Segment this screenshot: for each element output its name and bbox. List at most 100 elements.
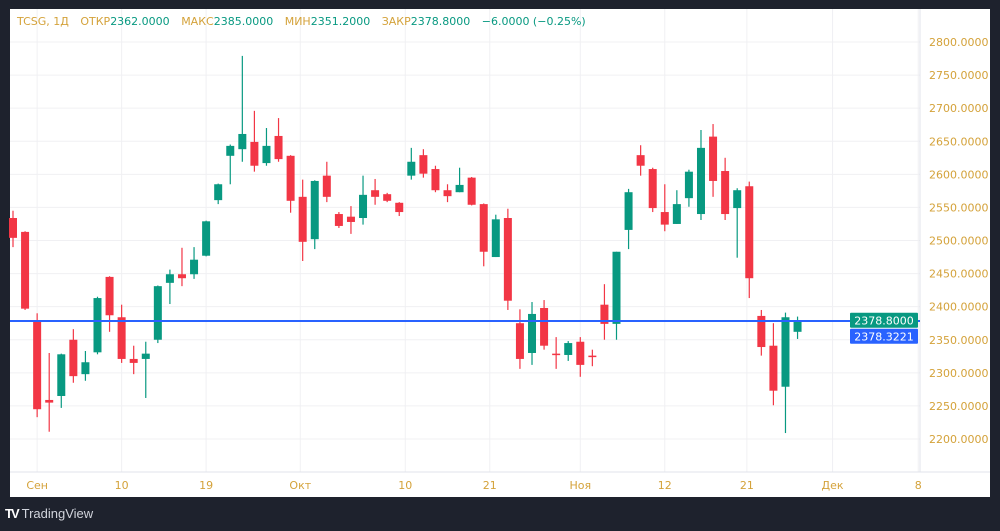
price-axis[interactable]: 2200.0000 2250.0000 2300.0000 2350.0000 2400… [929,36,989,446]
candle-body [684,171,693,199]
price-tick-label: 2200.0000 [929,433,989,446]
candle-down [45,352,54,432]
legend-open-label: ОТКР [80,15,111,28]
candle-body [515,323,524,359]
time-tick-label: Сен [26,479,48,492]
candle-down [395,202,404,217]
candle-body [745,186,754,279]
tradingview-brand[interactable]: TV TradingView [5,506,93,521]
candle-body [383,194,392,201]
candle-body [612,251,621,324]
candle-body [93,298,102,353]
candle-down [636,145,645,176]
price-tick-label: 2550.0000 [929,201,989,214]
candle-body [33,321,42,410]
price-tick-label: 2750.0000 [929,69,989,82]
price-tick-label: 2500.0000 [929,235,989,248]
candle-body [648,169,657,209]
candle-body [552,353,561,356]
candle-up [141,341,150,398]
legend-open: 2362.0000 [110,15,170,28]
candle-body [334,214,343,226]
candle-body [757,315,766,348]
candle-up [226,144,235,185]
candle-body [672,204,681,224]
price-tick-label: 2600.0000 [929,168,989,181]
candle-body [491,219,500,258]
price-tick-label: 2650.0000 [929,135,989,148]
candle-body [310,180,319,240]
candle-down [660,184,669,232]
candle-down [515,309,524,369]
time-tick-label: 21 [483,479,497,492]
candle-body [709,136,718,181]
candle-down [540,300,549,350]
time-tick-label: 10 [115,479,129,492]
candle-down [467,176,476,206]
last-price-label: 2378.8000 [854,315,914,328]
candle-body [467,177,476,205]
candle-body [443,190,452,197]
candle-body [129,358,138,363]
time-tick-label: 19 [199,479,213,492]
candle-up [733,188,742,258]
time-tick-label: Дек [822,479,844,492]
candle-down [105,276,114,332]
candle-down [250,110,259,172]
candle-body [81,362,90,375]
legend-close: 2378.8000 [410,15,471,28]
candle-body [346,216,355,222]
candle-body [479,204,488,252]
candle-body [624,192,633,230]
candle-down [274,118,283,162]
candle-down [383,192,392,203]
candle-down [552,337,561,369]
candle-up [528,302,537,365]
time-axis[interactable]: Сен 10 19 Окт 10 21 Ноя 12 21 Дек 8 [26,479,921,492]
candle-down [117,304,126,363]
last-price-badge [850,312,918,328]
time-tick-label: 12 [658,479,672,492]
candle-body [69,339,78,377]
legend-close-label: ЗАКР [381,15,411,28]
candle-body [238,133,247,150]
tradingview-logo-icon: TV [5,506,20,521]
candle-body [721,171,730,215]
candle-down [33,313,42,418]
candle-body [696,147,705,215]
candle-up [612,251,621,340]
candle-down [588,349,597,367]
candle-up [214,183,223,205]
candle-up [781,312,790,434]
candle-body [202,221,211,256]
price-tick-label: 2300.0000 [929,367,989,380]
legend-high-label: МАКС [181,15,214,28]
candle-body [262,145,271,164]
candle-down [334,212,343,228]
candle-down [443,184,452,203]
overlays: 2378.8000 2378.3221 [10,312,920,344]
candle-down [479,203,488,267]
candle-body [57,354,66,396]
candle-up [672,190,681,224]
time-tick-label: 21 [740,479,754,492]
price-tick-label: 2450.0000 [929,268,989,281]
candle-down [600,284,609,340]
legend-symbol[interactable]: TCSG, 1Д [17,15,69,28]
candle-body [274,135,283,160]
price-tick-label: 2700.0000 [929,102,989,115]
candle-down [371,178,380,205]
price-tick-label: 2250.0000 [929,400,989,413]
candle-up [93,296,102,355]
candle-down [721,157,730,220]
time-tick-label: 10 [398,479,412,492]
candle-up [81,350,90,381]
candle-up [153,285,162,344]
candle-body [250,141,259,166]
candle-down [769,323,778,406]
candle-up [624,188,633,250]
candle-body [322,175,331,197]
candle-up [190,247,199,279]
candle-down [9,210,17,248]
